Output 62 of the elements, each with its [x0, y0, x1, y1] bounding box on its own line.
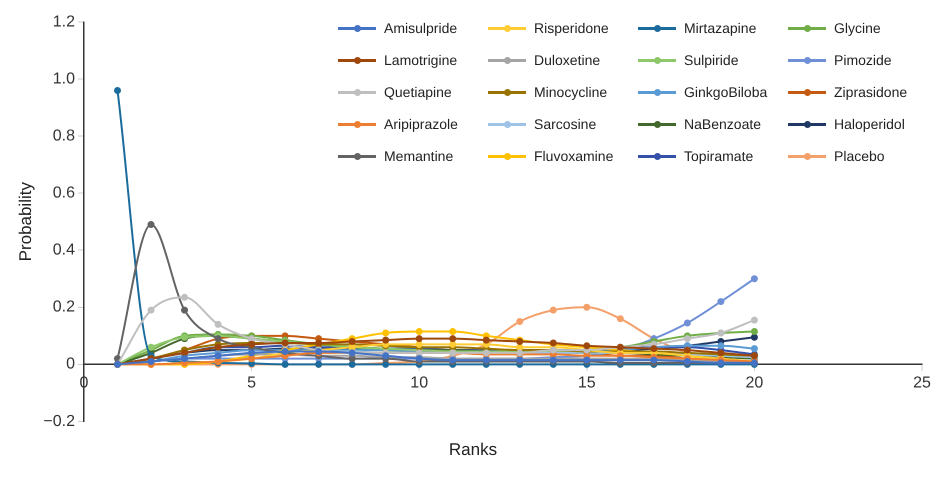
point	[382, 329, 390, 336]
point	[684, 346, 691, 354]
legend-label: Glycine	[834, 20, 881, 36]
x-tick-label: 10	[410, 374, 428, 392]
point	[416, 328, 423, 336]
point	[750, 328, 758, 336]
legend-label: Placebo	[834, 148, 885, 164]
point	[717, 342, 724, 350]
y-tick-label: 1.2	[52, 13, 76, 30]
point	[684, 335, 691, 342]
legend-label: Ziprasidone	[834, 84, 908, 100]
legend-label: Haloperidol	[834, 116, 905, 132]
point	[583, 304, 590, 311]
legend-label: Aripiprazole	[384, 116, 458, 132]
x-tick-label: 25	[913, 374, 931, 392]
x-axis-title: Ranks	[448, 440, 498, 460]
x-tick-label: 5	[247, 374, 256, 392]
legend-label: Minocycline	[534, 84, 608, 100]
point	[148, 221, 155, 228]
point	[482, 336, 490, 344]
point	[684, 319, 691, 326]
legend-label: GinkgoBiloba	[684, 84, 768, 100]
legend-label: Fluvoxamine	[534, 148, 614, 164]
y-tick-label: 0.6	[52, 184, 76, 202]
legend-label: Sulpiride	[684, 52, 738, 68]
legend-label: Lamotrigine	[384, 52, 458, 68]
point	[750, 275, 758, 282]
y-tick-label: 1.0	[52, 70, 76, 88]
y-axis-title: Probability	[16, 182, 35, 262]
point	[114, 86, 122, 94]
point	[416, 335, 423, 342]
x-tick-label: 20	[746, 374, 764, 392]
legend-label: Mirtazapine	[684, 20, 756, 36]
point	[181, 306, 188, 314]
legend-label: Quetiapine	[384, 84, 452, 100]
legend-label: Topiramate	[684, 148, 754, 164]
legend-label: Pimozide	[834, 52, 892, 68]
point	[148, 306, 155, 314]
legend-label: Duloxetine	[534, 52, 600, 68]
point	[181, 294, 188, 301]
point	[449, 328, 456, 336]
legend-label: Memantine	[384, 148, 454, 164]
point	[148, 344, 155, 351]
legend-label: Sarcosine	[534, 116, 596, 132]
point	[516, 318, 524, 326]
y-tick-label: 0.8	[52, 128, 76, 145]
point	[382, 336, 390, 344]
y-tick-label: 0.2	[52, 298, 76, 316]
legend-label: NaBenzoate	[684, 116, 762, 132]
x-tick-label: 15	[578, 374, 596, 392]
point	[214, 320, 222, 328]
point	[449, 335, 456, 342]
point	[750, 316, 758, 324]
y-tick-label: −0.2	[43, 412, 76, 430]
legend-label: Risperidone	[534, 20, 609, 36]
y-tick-label: 0	[66, 356, 76, 373]
legend-label: Amisulpride	[384, 20, 458, 36]
point	[750, 345, 758, 352]
y-tick-label: 0.4	[52, 242, 76, 259]
point	[616, 315, 624, 322]
point	[717, 298, 724, 306]
point	[550, 306, 557, 314]
